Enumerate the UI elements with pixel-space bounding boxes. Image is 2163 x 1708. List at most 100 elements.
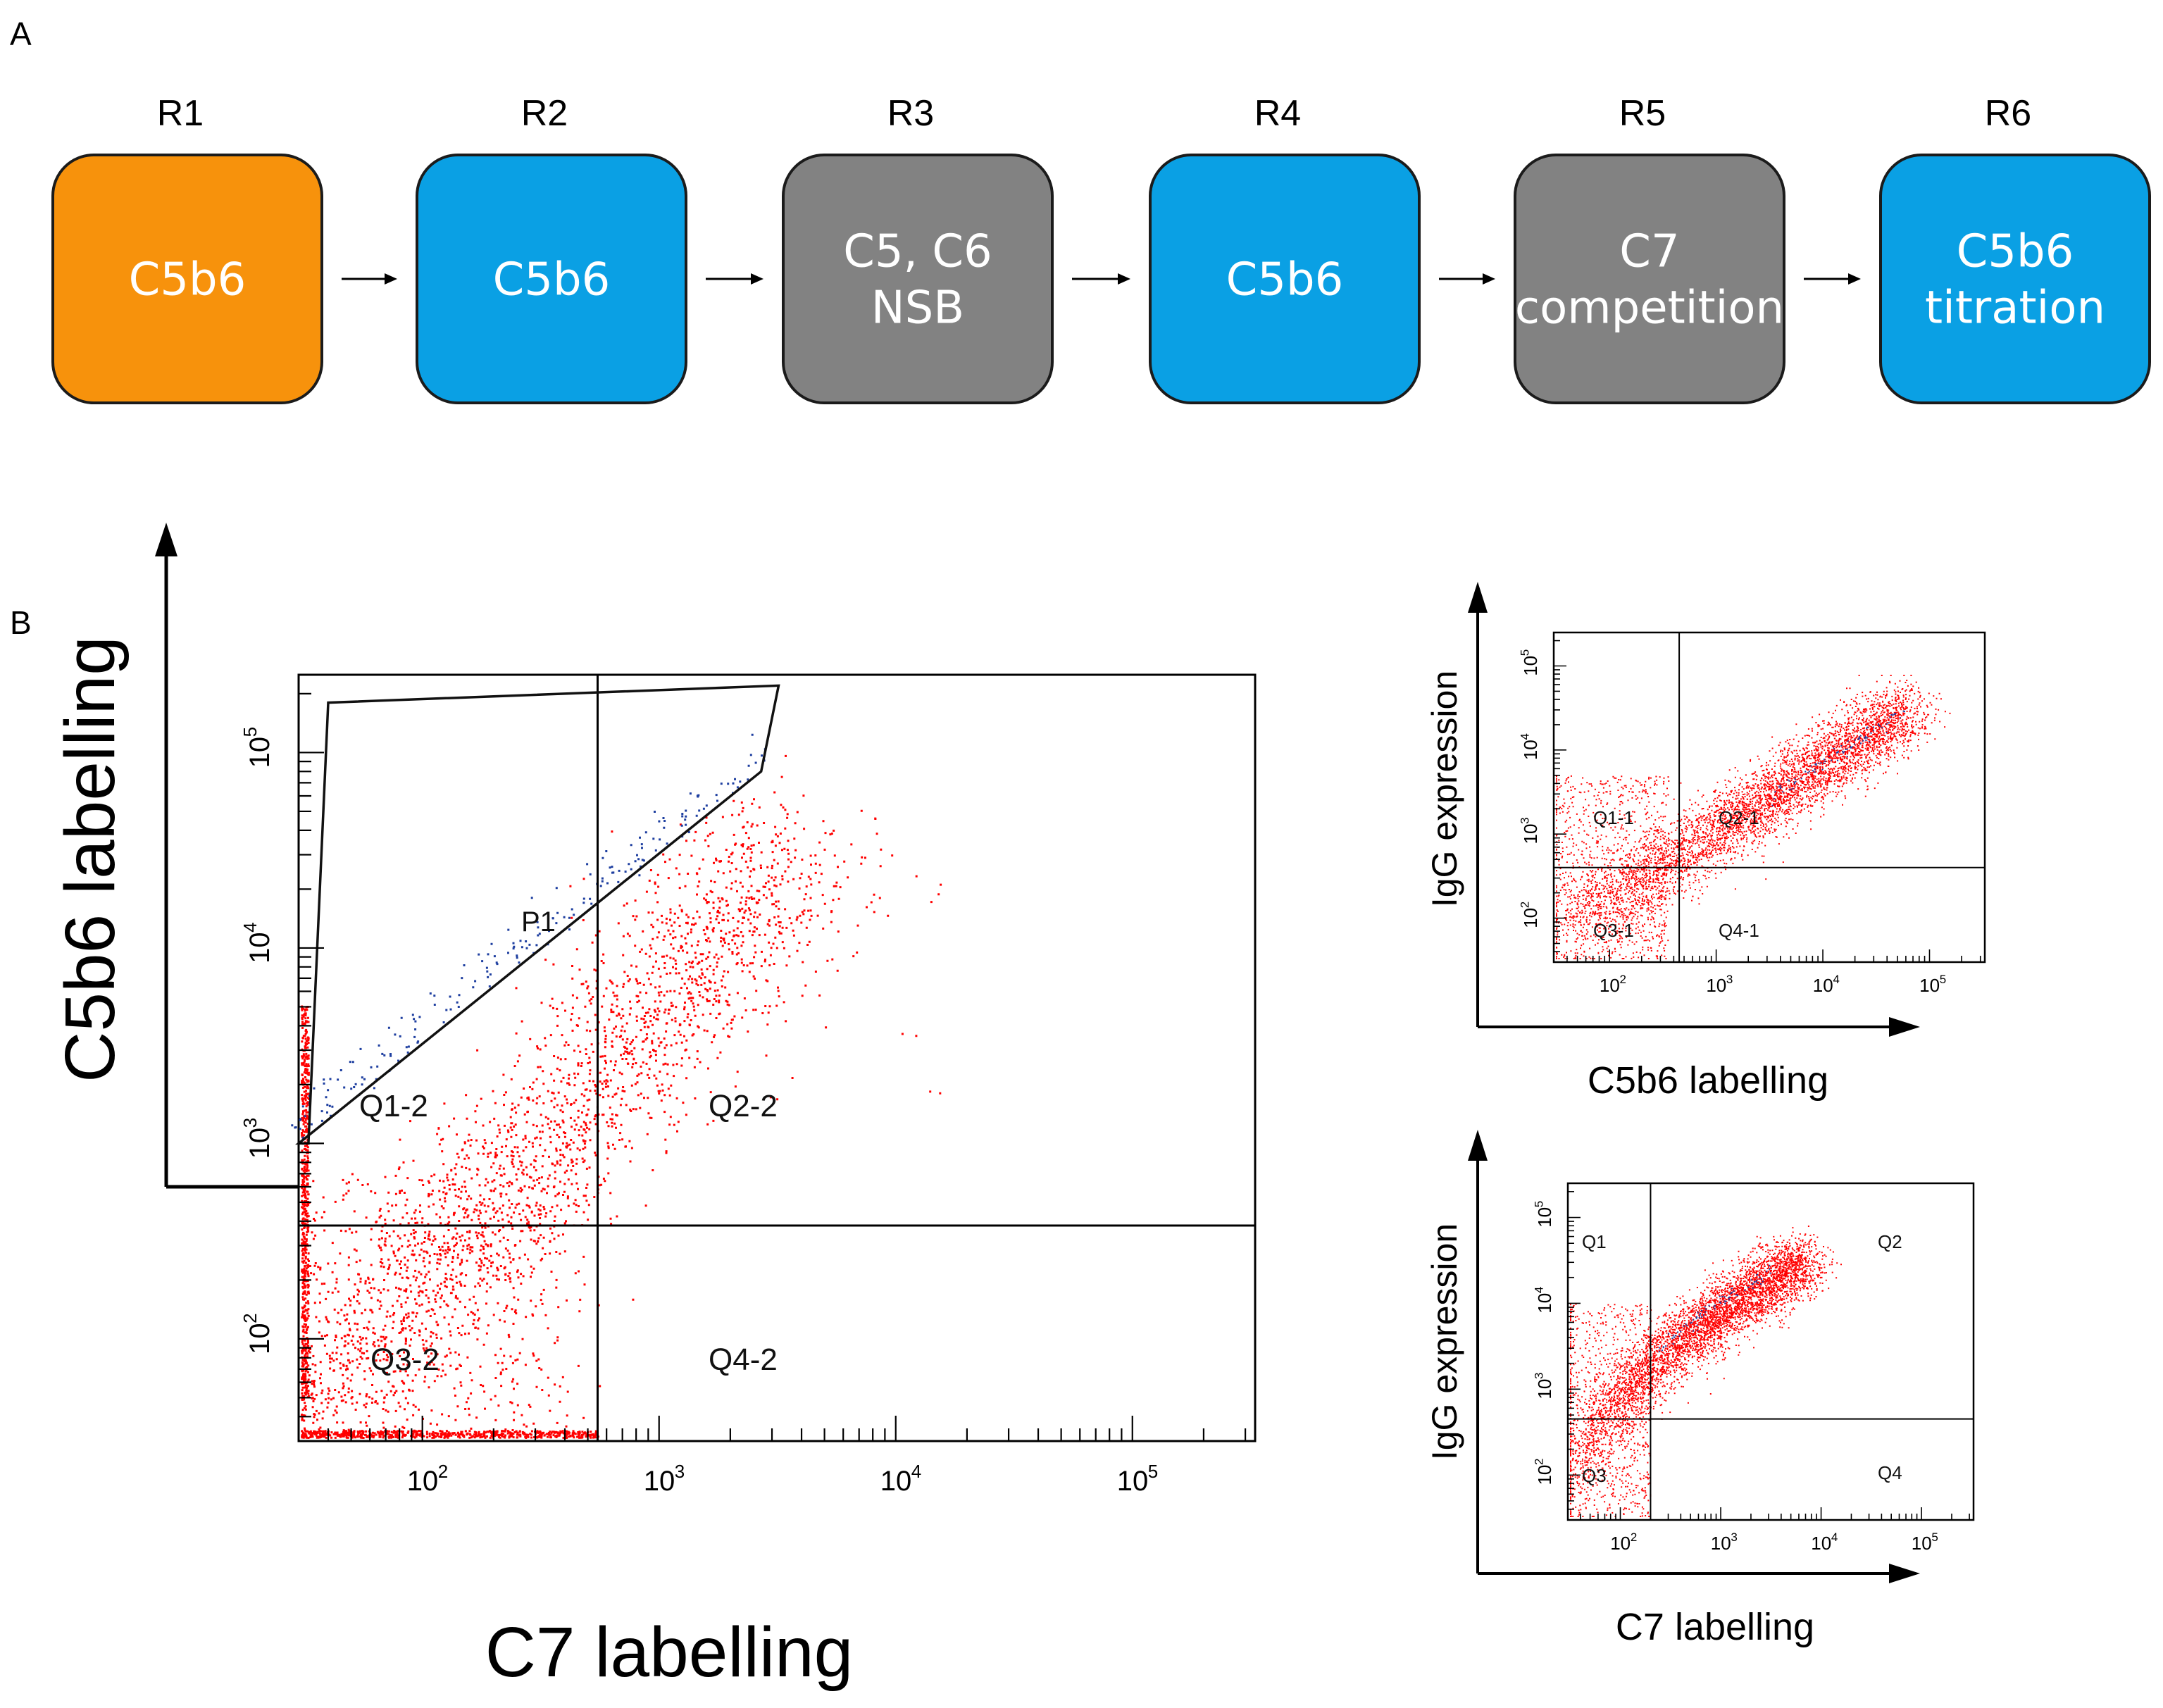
small1-x-tick-label: 10	[1919, 975, 1940, 996]
small1-y-tick-group: 105	[1518, 649, 1541, 676]
round-label-r1: R1	[157, 93, 204, 134]
small2-x-arrowhead	[1889, 1564, 1920, 1583]
small2-y-label: IgG expression	[1425, 1223, 1464, 1460]
gate-p1-label: P1	[521, 906, 556, 937]
small1-y-tick-group: 103	[1518, 817, 1541, 844]
step-text-r5: competition	[1515, 282, 1784, 334]
small2-y-tick-label: 10	[1534, 1293, 1555, 1314]
round-label-r6: R6	[1985, 93, 2031, 134]
main-y-tick-group: 102	[239, 1313, 275, 1354]
main-y-tick-exp: 4	[239, 922, 261, 932]
quadrant-label-q1-2: Q1-2	[359, 1089, 428, 1123]
main-x-tick-label: 10	[880, 1466, 912, 1497]
small2-x-tick-exp: 5	[1931, 1531, 1938, 1544]
small2-x-label: C7 labelling	[1616, 1606, 1814, 1648]
quadrant-label-q2: Q2	[1878, 1231, 1902, 1252]
small2-x-tick-exp: 2	[1631, 1531, 1637, 1544]
step-text-r3: NSB	[871, 282, 964, 334]
small2-x-tick-label: 10	[1610, 1533, 1631, 1554]
small1-x-tick-label: 10	[1600, 975, 1620, 996]
step-text-r1: C5b6	[129, 254, 247, 306]
step-text-r3: C5, C6	[843, 225, 992, 278]
round-label-r2: R2	[521, 93, 568, 134]
small1-y-tick-exp: 4	[1518, 733, 1531, 740]
main-x-tick-label: 10	[644, 1466, 675, 1497]
small1-y-arrowhead	[1468, 582, 1488, 613]
small2-y-arrowhead	[1468, 1130, 1488, 1161]
main-y-tick-group: 103	[239, 1118, 275, 1159]
main-y-tick-label: 10	[244, 737, 275, 768]
step-box-r5	[1514, 154, 1785, 404]
quadrant-label-q1-1: Q1-1	[1593, 807, 1634, 828]
small2-y-tick-label: 10	[1534, 1379, 1555, 1400]
quadrant-label-q3-2: Q3-2	[370, 1342, 440, 1377]
small1-x-arrowhead	[1889, 1017, 1920, 1037]
small2-y-tick-exp: 5	[1532, 1201, 1545, 1207]
main-y-tick-exp: 3	[239, 1118, 261, 1128]
small1-x-tick-exp: 3	[1726, 973, 1733, 986]
small2-y-tick-exp: 3	[1532, 1373, 1545, 1379]
small1-x-tick-label: 10	[1706, 975, 1726, 996]
small2-x-tick-label: 10	[1711, 1533, 1731, 1554]
step-arrowhead	[1483, 273, 1495, 285]
quadrant-label-q1: Q1	[1582, 1231, 1607, 1252]
small1-y-tick-label: 10	[1520, 824, 1541, 844]
step-box-r6	[1879, 154, 2151, 404]
small2-x-tick-exp: 3	[1731, 1531, 1737, 1544]
main-y-tick-label: 10	[244, 1323, 275, 1354]
step-arrowhead	[385, 273, 397, 285]
main-x-tick-label: 10	[407, 1466, 439, 1497]
small1-y-label: IgG expression	[1425, 671, 1464, 907]
quadrant-label-q4: Q4	[1878, 1462, 1902, 1483]
quadrant-label-q3-1: Q3-1	[1593, 920, 1634, 941]
main-y-tick-label: 10	[244, 932, 275, 964]
step-text-r4: C5b6	[1226, 254, 1344, 306]
small2-y-tick-label: 10	[1534, 1465, 1555, 1485]
population-points	[301, 754, 942, 1439]
small1-y-tick-exp: 5	[1518, 649, 1531, 656]
small2-x-tick-label: 10	[1912, 1533, 1932, 1554]
small2-plot-frame	[1566, 1182, 1975, 1521]
small2-y-tick-exp: 2	[1532, 1458, 1545, 1464]
small1-y-tick-label: 10	[1520, 908, 1541, 928]
small1-y-tick-exp: 3	[1518, 817, 1531, 823]
step-box-r1	[51, 154, 323, 404]
main-plot-frame	[297, 673, 1257, 1442]
small1-x-tick-exp: 5	[1940, 973, 1946, 986]
gated-points	[1658, 1264, 1771, 1352]
main-x-tick-label: 10	[1117, 1466, 1149, 1497]
step-box-r3	[782, 154, 1054, 404]
main-y-tick-exp: 2	[239, 1313, 261, 1323]
panel-a-label: A	[10, 15, 32, 52]
main-y-tick-exp: 5	[239, 727, 261, 737]
round-label-r4: R4	[1254, 93, 1301, 134]
small2-y-tick-label: 10	[1534, 1207, 1555, 1228]
small1-x-tick-exp: 2	[1619, 973, 1626, 986]
small1-y-tick-group: 102	[1518, 902, 1541, 928]
step-text-r6: C5b6	[1957, 225, 2074, 278]
step-arrowhead	[1848, 273, 1861, 285]
small1-x-label: C5b6 labelling	[1588, 1059, 1828, 1102]
small2-y-tick-group: 103	[1532, 1373, 1555, 1400]
small2-x-tick-label: 10	[1811, 1533, 1831, 1554]
step-text-r2: C5b6	[493, 254, 611, 306]
population-points	[1556, 675, 1951, 959]
quadrant-label-q3: Q3	[1582, 1465, 1607, 1486]
step-text-r6: titration	[1925, 282, 2105, 334]
step-text-r5: C7	[1619, 225, 1679, 278]
small1-y-tick-group: 104	[1518, 733, 1541, 760]
main-x-tick-exp: 5	[1148, 1461, 1158, 1482]
small1-x-tick-label: 10	[1813, 975, 1833, 996]
round-label-r3: R3	[887, 93, 934, 134]
small1-x-tick-exp: 4	[1833, 973, 1839, 986]
main-x-tick-exp: 3	[675, 1461, 685, 1482]
small2-x-tick-exp: 4	[1831, 1531, 1838, 1544]
main-x-label: C7 labelling	[485, 1613, 854, 1692]
population-points	[1570, 1226, 1842, 1517]
step-box-r2	[416, 154, 687, 404]
main-x-tick-exp: 2	[438, 1461, 448, 1482]
small1-y-tick-label: 10	[1520, 740, 1541, 760]
